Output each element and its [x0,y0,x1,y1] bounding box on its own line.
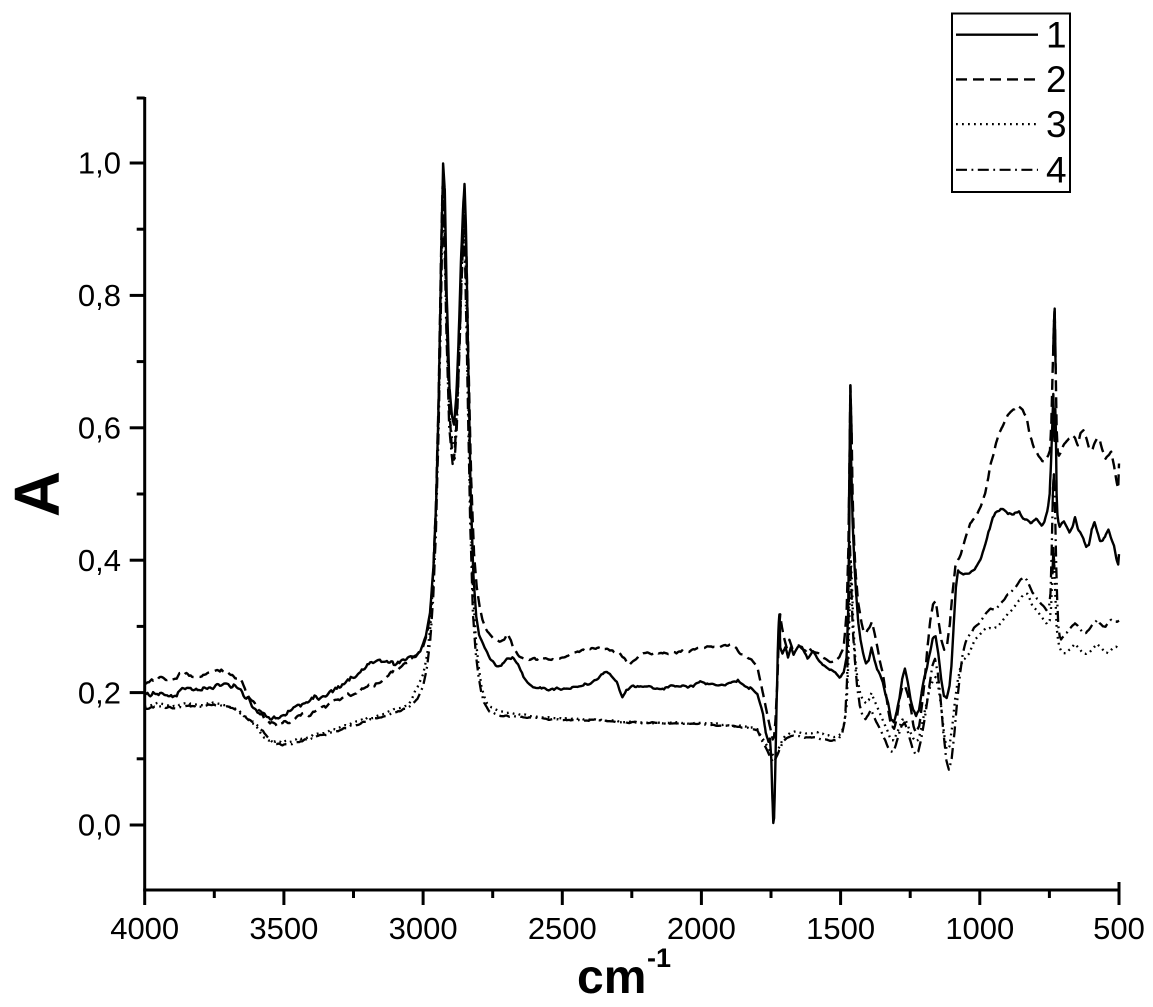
svg-text:0,4: 0,4 [78,543,121,578]
svg-text:4000: 4000 [110,911,179,946]
svg-text:1,0: 1,0 [78,146,121,181]
svg-text:A: A [1,471,73,517]
svg-text:0,6: 0,6 [78,411,121,446]
svg-text:500: 500 [1093,911,1145,946]
svg-text:cm: cm [577,951,646,1004]
svg-text:-1: -1 [647,943,671,973]
svg-text:3: 3 [1046,104,1067,145]
svg-text:3000: 3000 [389,911,458,946]
svg-text:2: 2 [1046,59,1067,100]
svg-text:2000: 2000 [667,911,736,946]
svg-text:4: 4 [1046,150,1067,191]
svg-text:0,2: 0,2 [78,675,121,710]
svg-text:0,8: 0,8 [78,278,121,313]
svg-text:0,0: 0,0 [78,808,121,843]
svg-text:1: 1 [1046,14,1067,55]
svg-text:1000: 1000 [945,911,1014,946]
svg-text:2500: 2500 [528,911,597,946]
svg-text:3500: 3500 [249,911,318,946]
svg-text:1500: 1500 [806,911,875,946]
